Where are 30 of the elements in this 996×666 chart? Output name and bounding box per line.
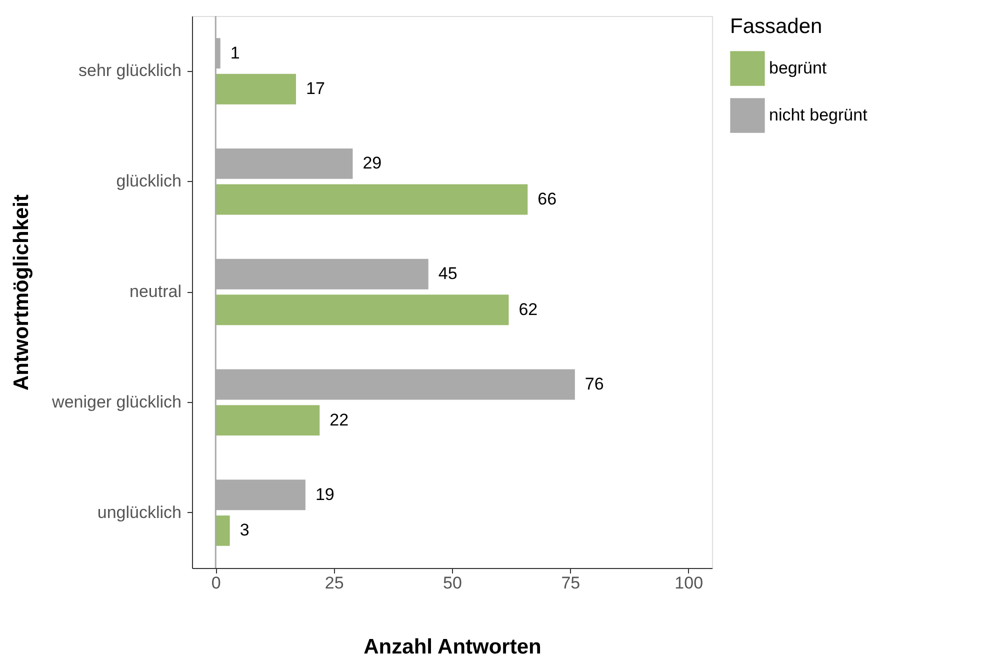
- legend-title: Fassaden: [730, 15, 822, 38]
- x-axis-title: Anzahl Antworten: [364, 636, 542, 658]
- y-tick-label: sehr glücklich: [78, 61, 182, 80]
- y-tick-label: glücklich: [116, 172, 182, 191]
- y-axis-title: Antwortmöglichkeit: [10, 194, 34, 391]
- x-tick-label: 25: [324, 574, 344, 592]
- data-label: 17: [306, 79, 325, 98]
- data-label: 19: [315, 484, 334, 504]
- x-tick-label: 0: [211, 574, 221, 592]
- data-label: 66: [538, 190, 557, 209]
- x-tick-label: 75: [561, 574, 580, 592]
- bar: [216, 184, 528, 215]
- bar: [216, 74, 296, 104]
- bar: [216, 515, 230, 546]
- legend-label: nicht begrünt: [769, 106, 868, 124]
- x-tick-label: 100: [674, 574, 704, 592]
- y-tick-label: unglücklich: [97, 502, 182, 522]
- bar: [216, 294, 509, 326]
- data-label: 22: [330, 410, 349, 430]
- legend-label: begrünt: [769, 58, 827, 78]
- data-label: 76: [584, 374, 604, 394]
- y-tick-label: neutral: [130, 282, 182, 301]
- data-label: 45: [438, 264, 458, 284]
- data-label: 3: [240, 520, 250, 540]
- data-label: 1: [230, 43, 240, 62]
- data-label: 29: [362, 154, 382, 173]
- data-label: 62: [518, 300, 538, 319]
- x-tick-label: 50: [443, 574, 462, 592]
- bar: [216, 405, 320, 436]
- y-tick-label: weniger glücklich: [51, 392, 182, 412]
